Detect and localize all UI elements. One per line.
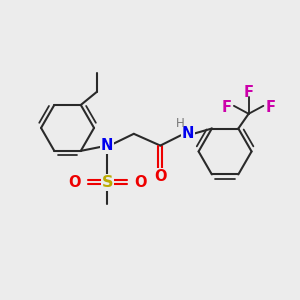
Text: F: F [244,85,254,100]
Text: O: O [134,175,147,190]
Text: F: F [222,100,232,115]
Text: N: N [182,126,194,141]
Text: F: F [266,100,276,115]
Text: O: O [154,169,167,184]
Text: O: O [68,175,80,190]
Text: S: S [102,175,113,190]
Text: H: H [176,117,184,130]
Text: N: N [101,138,113,153]
